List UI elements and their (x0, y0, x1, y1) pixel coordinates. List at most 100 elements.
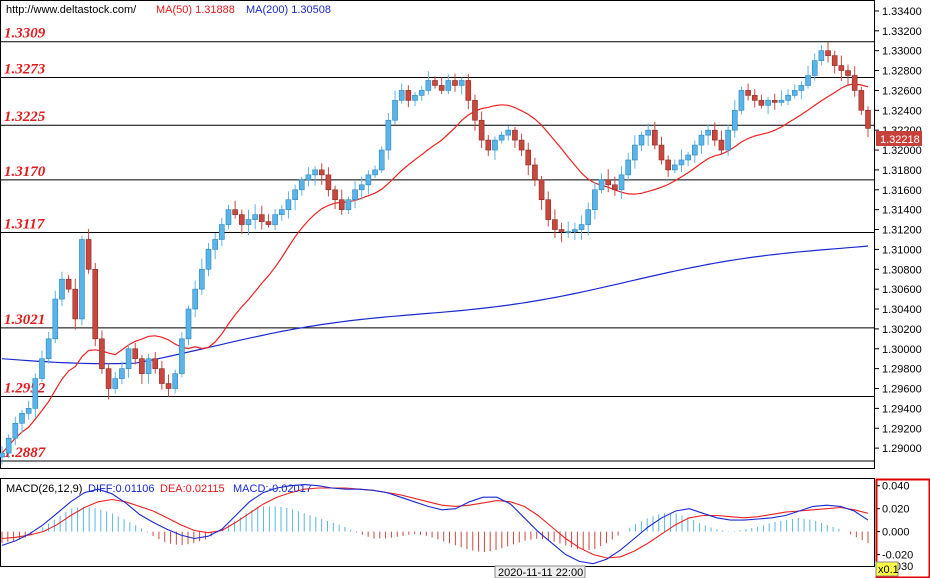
candle-body (678, 159, 685, 166)
candle-body (605, 179, 612, 186)
candle-body (565, 231, 572, 233)
candle-body (219, 224, 225, 240)
macd-tick-label: -0.020 (882, 550, 913, 562)
candle-body (758, 100, 765, 106)
candle-body (298, 179, 305, 191)
candle-body (838, 65, 845, 71)
candle-body (132, 348, 139, 360)
candle-body (239, 214, 245, 225)
candle-body (698, 134, 705, 146)
macd-legend-diff: DIFF:0.01106 (88, 483, 154, 495)
ma50-line (1, 83, 869, 454)
candle-body (318, 169, 325, 176)
candle-body (358, 184, 365, 191)
candle-body (352, 189, 358, 201)
site-url[interactable]: http://www.deltastock.com/ (6, 4, 137, 16)
candle-body (185, 308, 192, 340)
candle-body (325, 174, 332, 191)
candle-body (79, 239, 85, 320)
price-tick-label: 1.32600 (882, 85, 922, 97)
candle-body (778, 100, 785, 103)
scale-button-label[interactable]: x0.1 (878, 564, 899, 576)
level-label: 1.3170 (4, 164, 46, 180)
candle-body (658, 144, 665, 161)
candle-body (831, 55, 838, 66)
candle-body (572, 229, 578, 232)
price-tick-label: 1.30400 (882, 304, 922, 316)
price-tick-label: 1.31800 (882, 165, 922, 177)
candle-body (365, 174, 372, 186)
crosshair-date-label: 2020-11-11 22:00 (498, 567, 583, 578)
candle-body (72, 288, 79, 320)
candle-body (398, 90, 405, 101)
candle-body (532, 164, 538, 181)
candle-body (125, 348, 132, 369)
macd-legend-dea: DEA:0.02115 (160, 483, 225, 495)
candle-body (165, 383, 172, 389)
macd-legend-name: MACD(26,12,9) (6, 483, 82, 495)
candle-body (159, 368, 165, 384)
candle-body (45, 338, 52, 360)
candle-body (745, 90, 751, 96)
candle-body (825, 50, 831, 56)
ma200-legend: MA(200) 1.30508 (246, 4, 331, 16)
candle-body (458, 80, 465, 86)
candle-body (645, 129, 651, 136)
candle-body (672, 164, 678, 171)
candle-body (452, 80, 458, 86)
macd-series (1, 484, 869, 565)
candle-body (65, 278, 72, 290)
candle-body (292, 189, 298, 201)
candlestick-series (0, 41, 871, 465)
price-tick-label: 1.30800 (882, 264, 922, 276)
candle-body (518, 139, 525, 151)
candle-body (179, 338, 185, 374)
candle-body (385, 119, 392, 151)
candle-body (252, 214, 258, 220)
candle-body (691, 144, 698, 156)
candle-body (625, 159, 631, 176)
candle-body (538, 179, 545, 201)
candle-body (592, 189, 598, 210)
level-label: 1.2952 (4, 380, 46, 396)
candle-body (552, 219, 558, 230)
candle-body (0, 452, 5, 458)
price-axis (875, 0, 930, 470)
candle-body (798, 85, 805, 91)
price-tick-label: 1.33400 (882, 6, 922, 18)
candle-body (332, 189, 338, 201)
candle-body (485, 139, 492, 151)
macd-tick-label: 0.000 (882, 527, 910, 539)
crosshair-date-box (494, 565, 586, 578)
candle-body (765, 100, 771, 106)
price-tick-label: 1.32400 (882, 105, 922, 117)
candle-body (505, 129, 512, 136)
candle-body (212, 239, 218, 250)
candle-body (25, 408, 32, 414)
candle-body (738, 90, 745, 111)
macd-axis-frame (875, 478, 930, 578)
macd-plot-frame (0, 478, 875, 567)
price-tick-label: 1.29600 (882, 384, 922, 396)
candle-body (711, 129, 718, 141)
candle-body (205, 249, 212, 270)
candle-body (558, 229, 565, 232)
candle-body (858, 90, 865, 111)
candle-body (545, 199, 552, 220)
candle-body (665, 159, 671, 171)
candle-body (585, 209, 592, 225)
macd-diff-line (1, 484, 869, 565)
candle-body (278, 209, 285, 215)
candle-body (418, 90, 425, 96)
candle-body (199, 268, 205, 290)
candle-body (445, 80, 452, 91)
candle-body (512, 129, 518, 141)
candle-body (818, 50, 825, 61)
candle-body (372, 169, 378, 176)
candle-body (152, 358, 159, 369)
macd-axis-ticks: 0.0400.0200.000-0.020-0.030 (877, 481, 913, 573)
scale-button[interactable] (875, 561, 899, 577)
support-resistance-levels: 1.3309 1.3273 1.3225 1.3170 1.3117 1.3021 1.29… (1, 26, 874, 462)
price-tick-label: 1.31600 (882, 185, 922, 197)
